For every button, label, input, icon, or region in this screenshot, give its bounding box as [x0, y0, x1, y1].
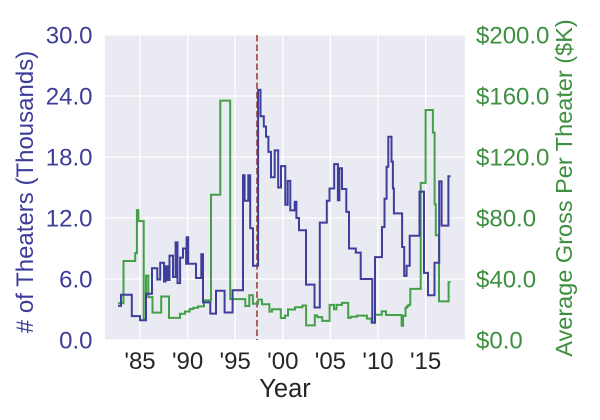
svg-text:'90: '90 — [172, 348, 203, 375]
svg-text:$0.0: $0.0 — [476, 328, 523, 355]
svg-text:12.0: 12.0 — [46, 206, 93, 233]
svg-text:$120.0: $120.0 — [476, 145, 549, 172]
svg-text:'00: '00 — [267, 348, 298, 375]
svg-text:'15: '15 — [410, 348, 441, 375]
svg-text:0.0: 0.0 — [59, 328, 92, 355]
svg-text:'05: '05 — [315, 348, 346, 375]
svg-text:$200.0: $200.0 — [476, 23, 549, 50]
svg-text:'10: '10 — [362, 348, 393, 375]
svg-text:# of Theaters (Thousands): # of Theaters (Thousands) — [12, 51, 39, 333]
svg-text:$80.0: $80.0 — [476, 206, 536, 233]
svg-text:24.0: 24.0 — [46, 84, 93, 111]
svg-text:6.0: 6.0 — [59, 267, 92, 294]
svg-text:$160.0: $160.0 — [476, 84, 549, 111]
svg-text:18.0: 18.0 — [46, 145, 93, 172]
svg-text:Average Gross Per Theater ($K): Average Gross Per Theater ($K) — [551, 19, 577, 356]
svg-text:Year: Year — [259, 375, 311, 403]
svg-text:$40.0: $40.0 — [476, 267, 536, 294]
svg-text:'95: '95 — [220, 348, 251, 375]
svg-text:30.0: 30.0 — [46, 23, 93, 50]
svg-text:'85: '85 — [124, 348, 155, 375]
